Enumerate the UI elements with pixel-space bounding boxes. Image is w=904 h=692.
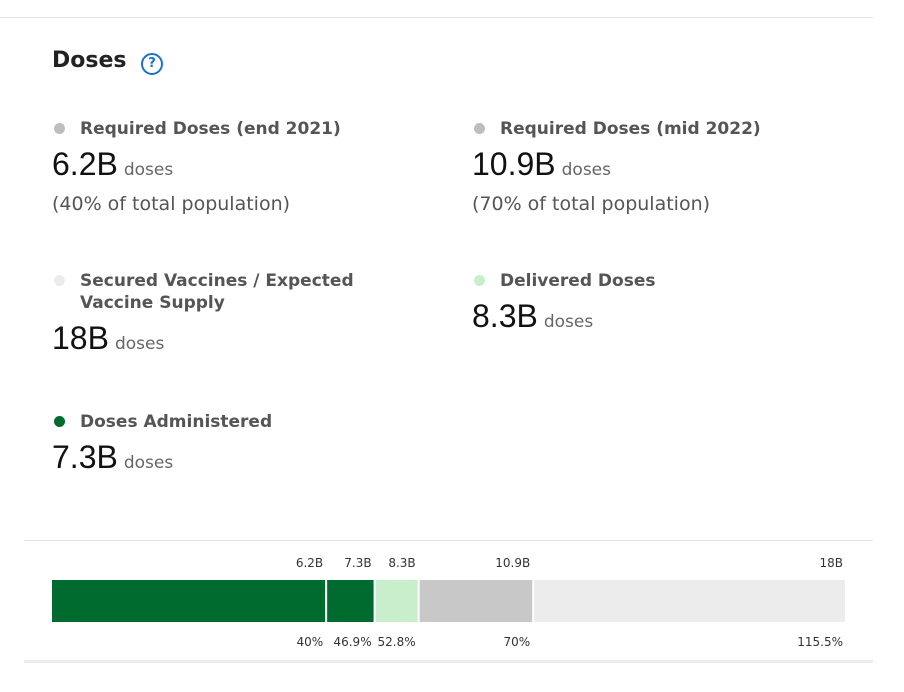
legend-dot (54, 123, 65, 134)
divider (24, 540, 873, 541)
segment-value-label: 10.9B (495, 556, 530, 570)
metric-line: 8.3B doses (472, 298, 792, 335)
metric: Delivered Doses 8.3B doses (472, 270, 792, 335)
metric-label: Required Doses (end 2021) (80, 119, 341, 139)
bar-segment (534, 580, 845, 622)
metric-unit: doses (123, 160, 174, 180)
bar-segment (52, 580, 326, 622)
legend-dot (54, 416, 65, 427)
metric-value: 10.9B (472, 146, 556, 182)
segment-percent-label: 52.8% (378, 635, 416, 649)
metric: Required Doses (mid 2022) 10.9B doses (70% … (472, 118, 792, 215)
legend-dot (54, 275, 65, 286)
metric-value: 7.3B (52, 439, 118, 475)
divider (0, 17, 873, 18)
metric-value: 8.3B (472, 298, 538, 334)
segment-value-label: 18B (819, 556, 843, 570)
segment-percent-label: 70% (504, 635, 531, 649)
metric-label: Doses Administered (80, 412, 273, 432)
legend-dot (474, 123, 485, 134)
segment-percent-label: 40% (296, 635, 323, 649)
metric-value: 18B (52, 320, 109, 356)
metric-label: Secured Vaccines / Expected Vaccine Supp… (80, 271, 354, 313)
metric-label: Delivered Doses (500, 271, 656, 291)
metric: Secured Vaccines / Expected Vaccine Supp… (52, 270, 372, 357)
help-icon[interactable]: ? (141, 53, 163, 75)
metric-unit: doses (561, 160, 611, 180)
metric-note: (70% of total population) (472, 193, 711, 215)
bar-segment (327, 580, 374, 622)
metric-label: Required Doses (mid 2022) (500, 119, 761, 139)
metric-value: 6.2B (52, 146, 118, 182)
panel-title: Doses (52, 48, 127, 73)
segment-value-label: 7.3B (344, 556, 371, 570)
segment-value-label: 6.2B (296, 556, 323, 570)
metric: Required Doses (end 2021) 6.2B doses (40% o… (52, 118, 372, 215)
bar-segment (375, 580, 418, 622)
divider (24, 660, 873, 663)
bar-segment (419, 580, 533, 622)
metric-unit: doses (543, 312, 594, 332)
metric-unit: doses (114, 334, 165, 354)
segment-percent-label: 46.9% (333, 635, 371, 649)
metric-line: 18B doses (52, 320, 372, 357)
metric-line: 7.3B doses (52, 439, 372, 476)
metric-line: 10.9B doses (472, 146, 792, 183)
legend-dot (474, 275, 485, 286)
metric-line: 6.2B doses (52, 146, 372, 183)
metric-unit: doses (123, 453, 174, 473)
metric: Doses Administered 7.3B doses (52, 411, 372, 476)
segment-percent-label: 115.5% (797, 635, 843, 649)
metric-note: (40% of total population) (52, 193, 291, 215)
segment-value-label: 8.3B (388, 556, 415, 570)
